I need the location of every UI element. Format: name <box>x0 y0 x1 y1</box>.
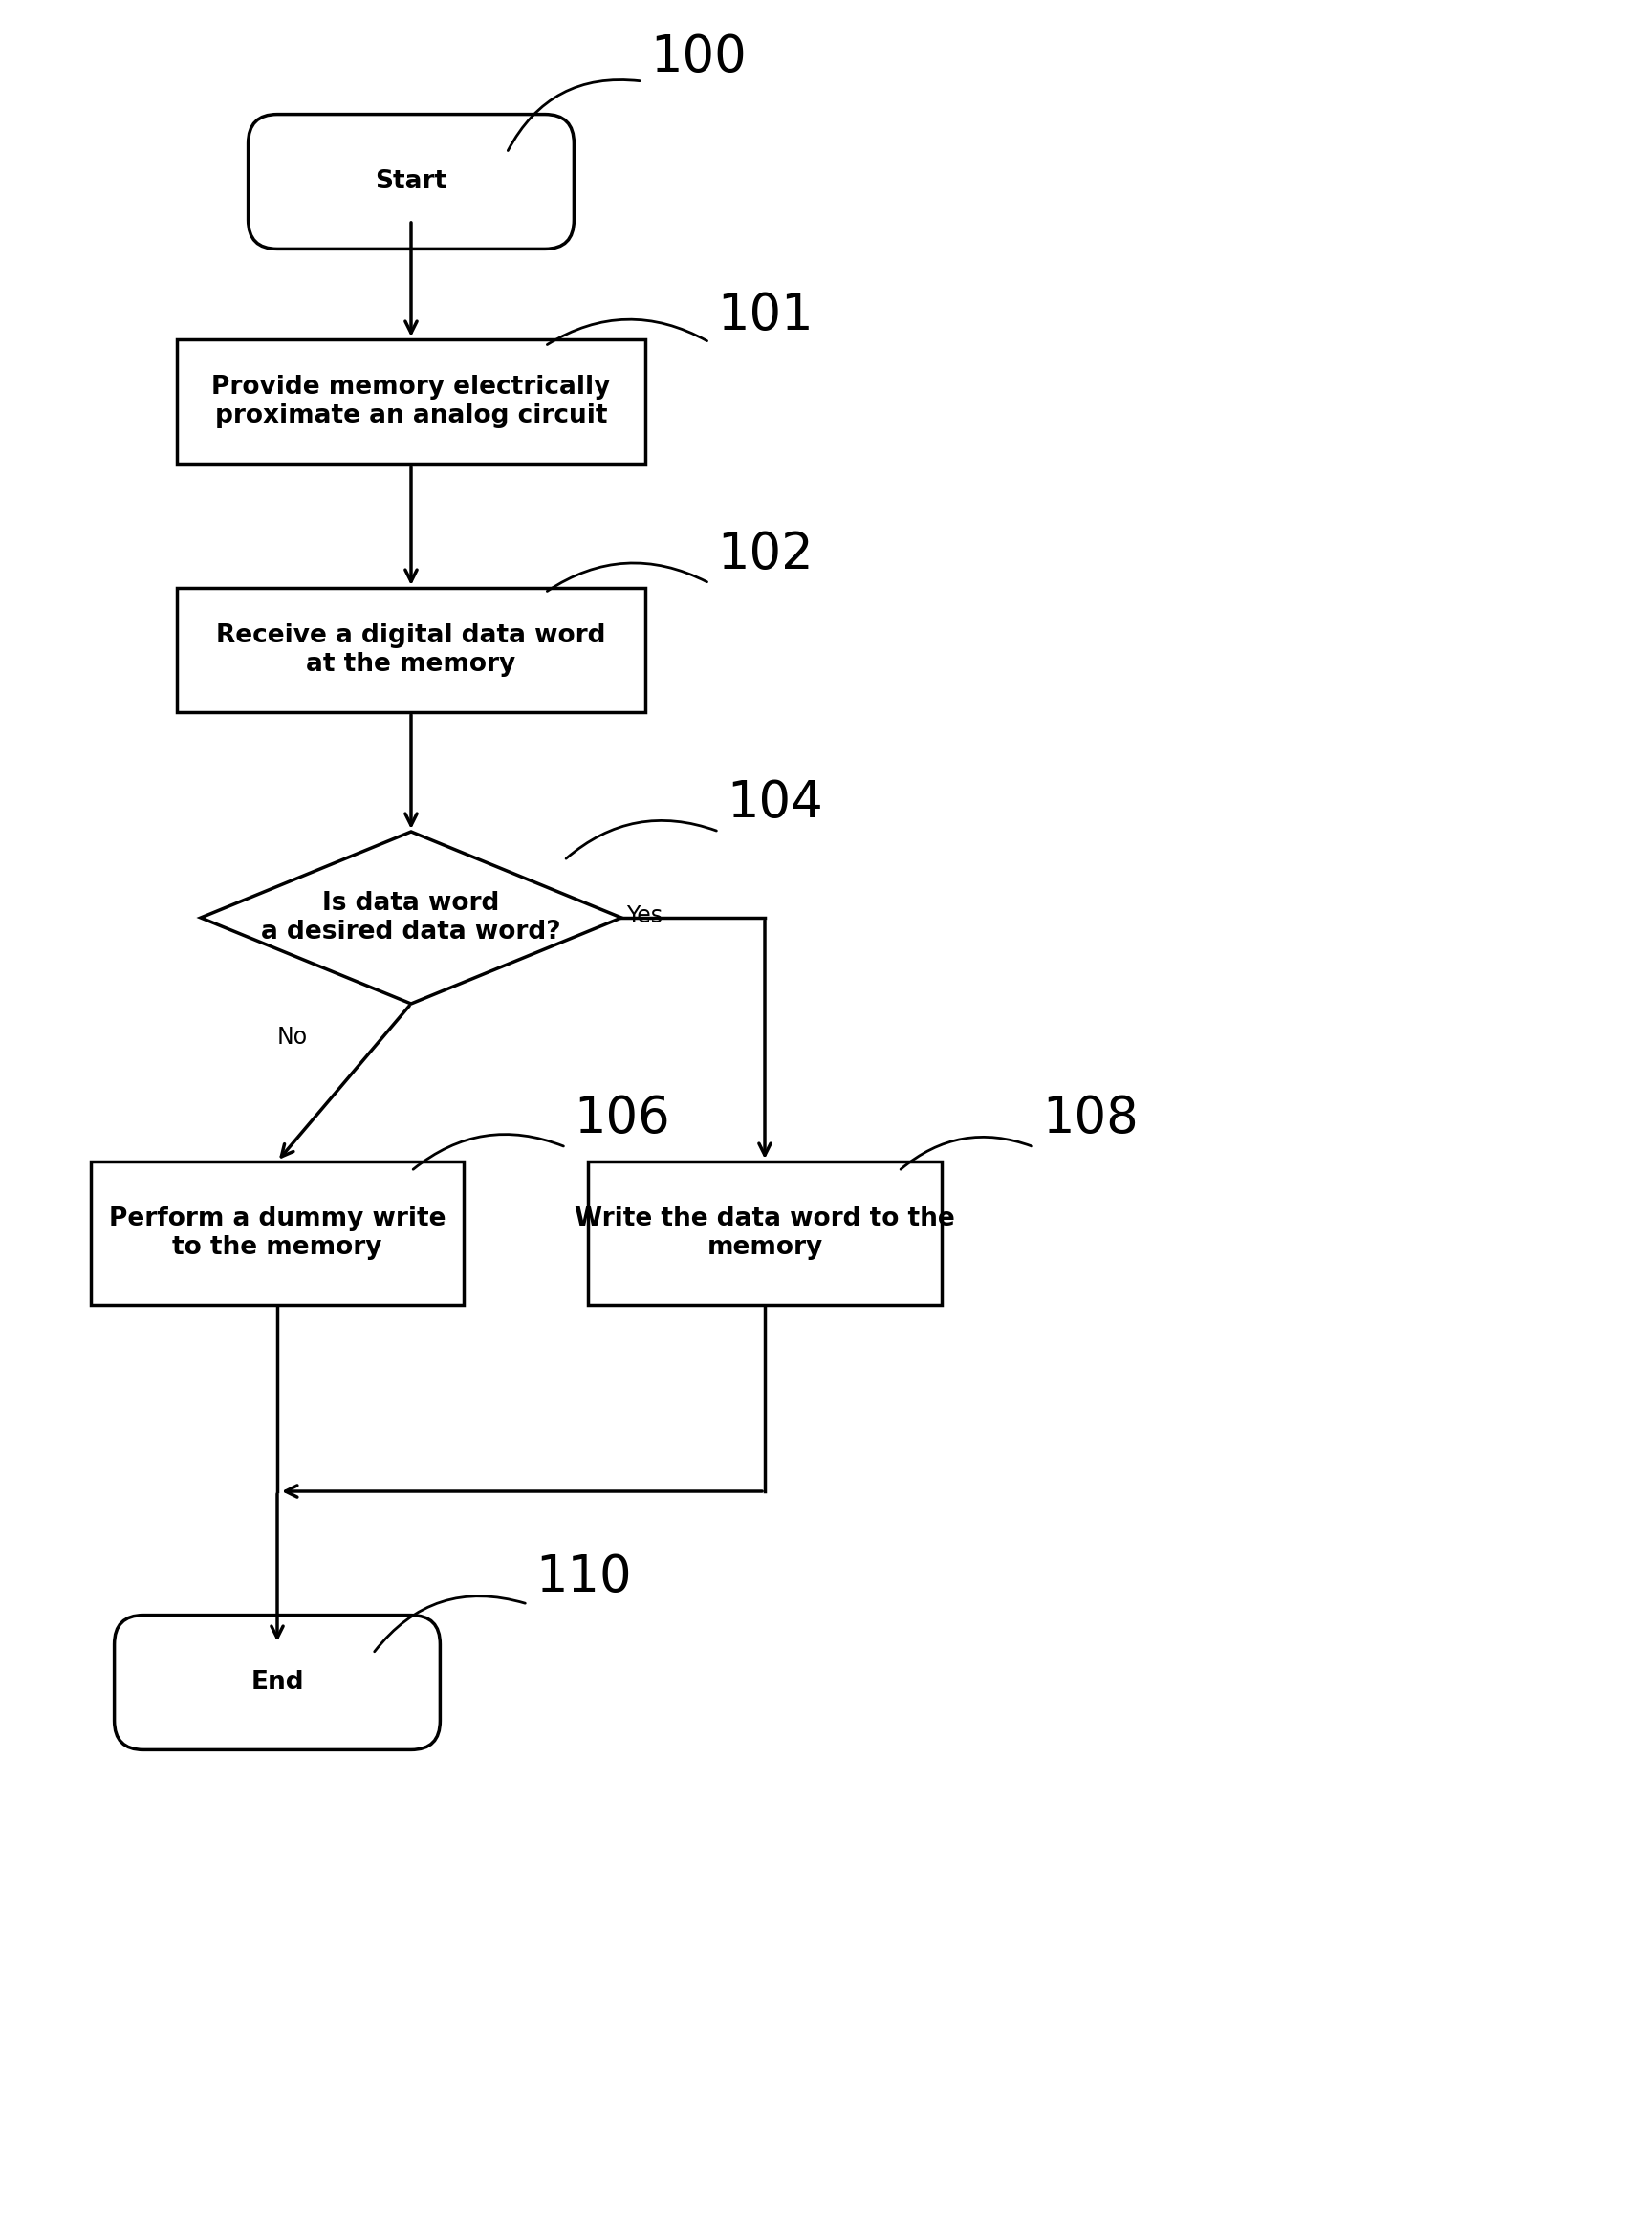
Text: 101: 101 <box>717 290 813 341</box>
Text: 104: 104 <box>727 777 823 828</box>
Text: Is data word
a desired data word?: Is data word a desired data word? <box>261 890 562 945</box>
Bar <box>177 339 646 463</box>
Text: 106: 106 <box>573 1094 671 1142</box>
Bar <box>91 1162 464 1304</box>
Text: Write the data word to the
memory: Write the data word to the memory <box>575 1207 955 1260</box>
Text: Perform a dummy write
to the memory: Perform a dummy write to the memory <box>109 1207 446 1260</box>
Text: Receive a digital data word
at the memory: Receive a digital data word at the memor… <box>216 624 606 677</box>
Text: No: No <box>278 1025 307 1049</box>
Text: 110: 110 <box>535 1552 631 1603</box>
Text: 108: 108 <box>1042 1094 1138 1142</box>
Text: Start: Start <box>375 168 448 195</box>
Text: 102: 102 <box>717 529 813 580</box>
Polygon shape <box>202 832 621 1003</box>
FancyBboxPatch shape <box>248 115 573 248</box>
Bar <box>588 1162 942 1304</box>
FancyBboxPatch shape <box>114 1616 439 1749</box>
Text: Provide memory electrically
proximate an analog circuit: Provide memory electrically proximate an… <box>211 374 611 427</box>
Bar <box>177 589 646 713</box>
Text: 100: 100 <box>651 33 747 82</box>
Text: End: End <box>251 1669 304 1696</box>
Text: Yes: Yes <box>626 903 662 928</box>
